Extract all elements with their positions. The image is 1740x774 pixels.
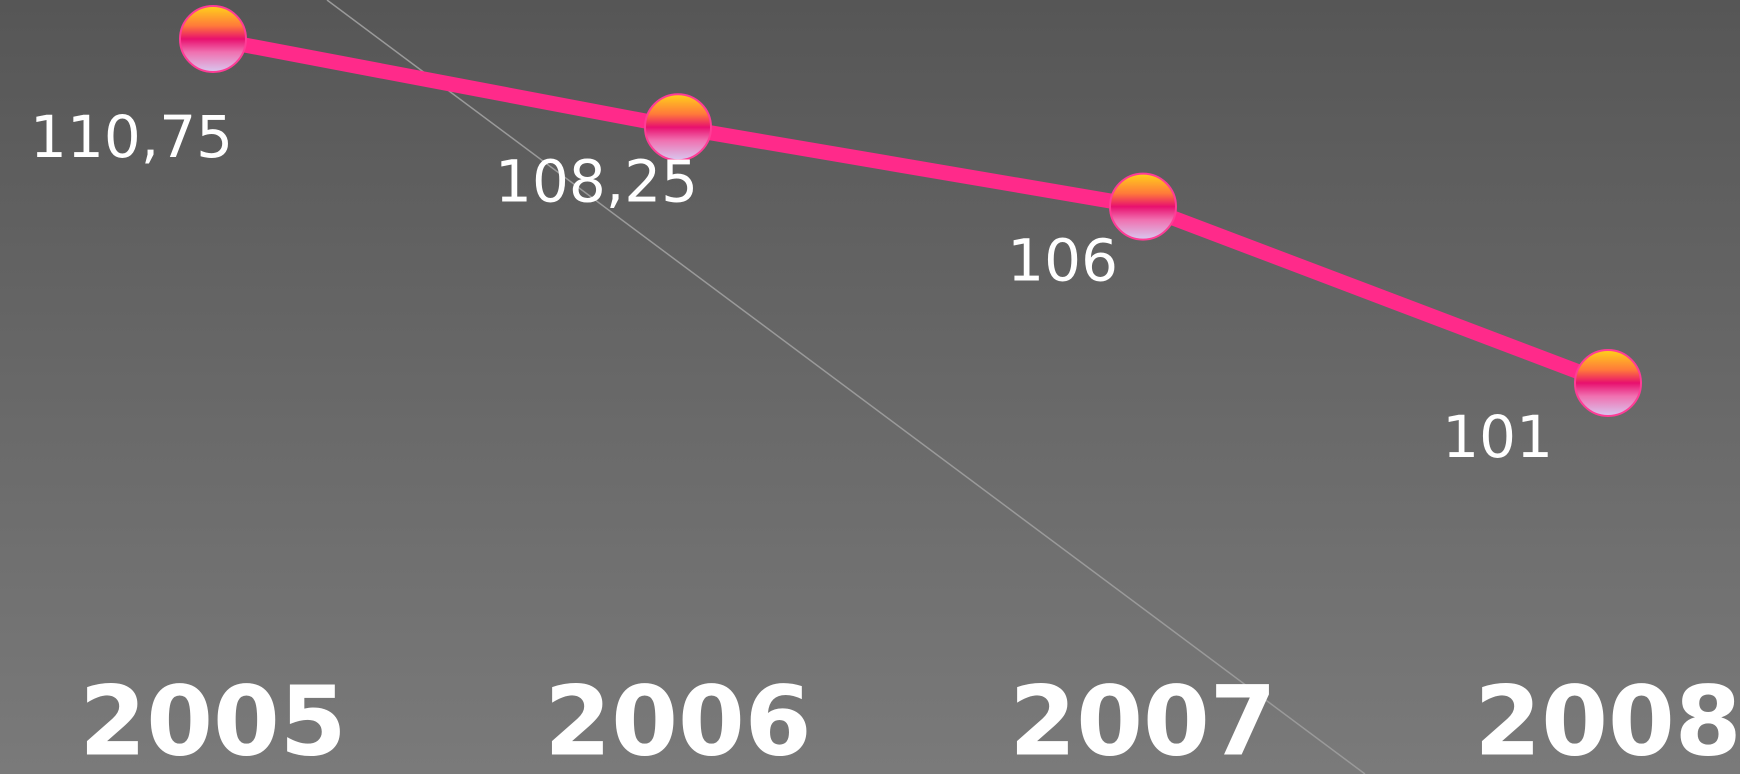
x-tick-label: 2008: [1474, 665, 1740, 774]
x-tick-label: 2006: [544, 665, 811, 774]
marker: [1109, 172, 1177, 241]
data-label: 106: [1007, 227, 1118, 295]
line: [211, 31, 1611, 391]
data-label: 101: [1442, 403, 1553, 471]
data-label: 110,75: [30, 103, 233, 171]
decor-line: [326, 0, 1366, 774]
x-tick-label: 2005: [79, 665, 346, 774]
marker: [644, 93, 712, 162]
marker: [1574, 349, 1642, 417]
x-tick-label: 2007: [1009, 665, 1276, 774]
marker: [179, 5, 247, 73]
data-label: 108,25: [495, 147, 698, 215]
